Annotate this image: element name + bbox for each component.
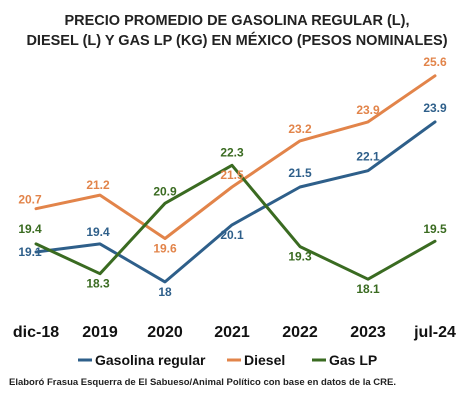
x-tick-label: 2022: [282, 324, 318, 341]
legend-label: Gas LP: [329, 352, 377, 368]
chart-title-line-1: PRECIO PROMEDIO DE GASOLINA REGULAR (L),: [64, 13, 409, 29]
x-tick-label: 2021: [214, 324, 250, 341]
x-tick-label: 2019: [82, 324, 118, 341]
data-label: 22.1: [356, 150, 380, 164]
legend-label: Gasolina regular: [95, 352, 206, 368]
data-label: 19.3: [288, 250, 312, 264]
x-tick-label: jul-24: [413, 324, 456, 341]
data-label: 21.5: [220, 168, 244, 182]
data-label: 21.2: [86, 178, 110, 192]
data-label: 19.4: [86, 225, 110, 239]
series-line-gas-lp: [34, 163, 437, 281]
legend: Gasolina regular Diesel Gas LP: [78, 352, 377, 368]
legend-label: Diesel: [244, 352, 285, 368]
data-label: 19.1: [18, 245, 42, 259]
series-line-gasolina-regular: [34, 120, 437, 284]
data-label: 20.7: [18, 193, 42, 207]
data-label: 23.9: [356, 103, 380, 117]
data-label: 20.1: [220, 228, 244, 242]
x-tick-label: 2020: [147, 324, 183, 341]
data-label: 18.3: [86, 277, 110, 291]
source-note: Elaboró Frasua Esquerra de El Sabueso/An…: [9, 377, 396, 388]
data-label: 23.9: [423, 101, 447, 115]
data-label: 19.4: [18, 222, 42, 236]
series-line-diesel: [34, 74, 437, 240]
data-label: 20.9: [153, 184, 177, 198]
line-chart: PRECIO PROMEDIO DE GASOLINA REGULAR (L),…: [13, 13, 456, 368]
data-label: 19.5: [423, 222, 447, 236]
data-label: 23.2: [288, 122, 312, 136]
x-tick-label: 2023: [350, 324, 386, 341]
x-tick-label: dic-18: [13, 324, 59, 341]
chart-title-line-2: DIESEL (L) Y GAS LP (KG) EN MÉXICO (PESO…: [26, 32, 447, 49]
data-label: 18.1: [356, 282, 380, 296]
data-label: 21.5: [288, 166, 312, 180]
data-label: 18: [158, 285, 172, 299]
data-label: 25.6: [423, 55, 447, 69]
x-axis: dic-18 2019 2020 2021 2022 2023 jul-24: [13, 324, 456, 341]
data-label-layer: 19.1 19.4 18 20.1 21.5 22.1 23.9 20.7 21.2 19.6 21…: [18, 55, 447, 299]
data-label: 19.6: [153, 241, 177, 255]
series-layer: [34, 74, 437, 284]
data-label: 22.3: [220, 145, 244, 159]
